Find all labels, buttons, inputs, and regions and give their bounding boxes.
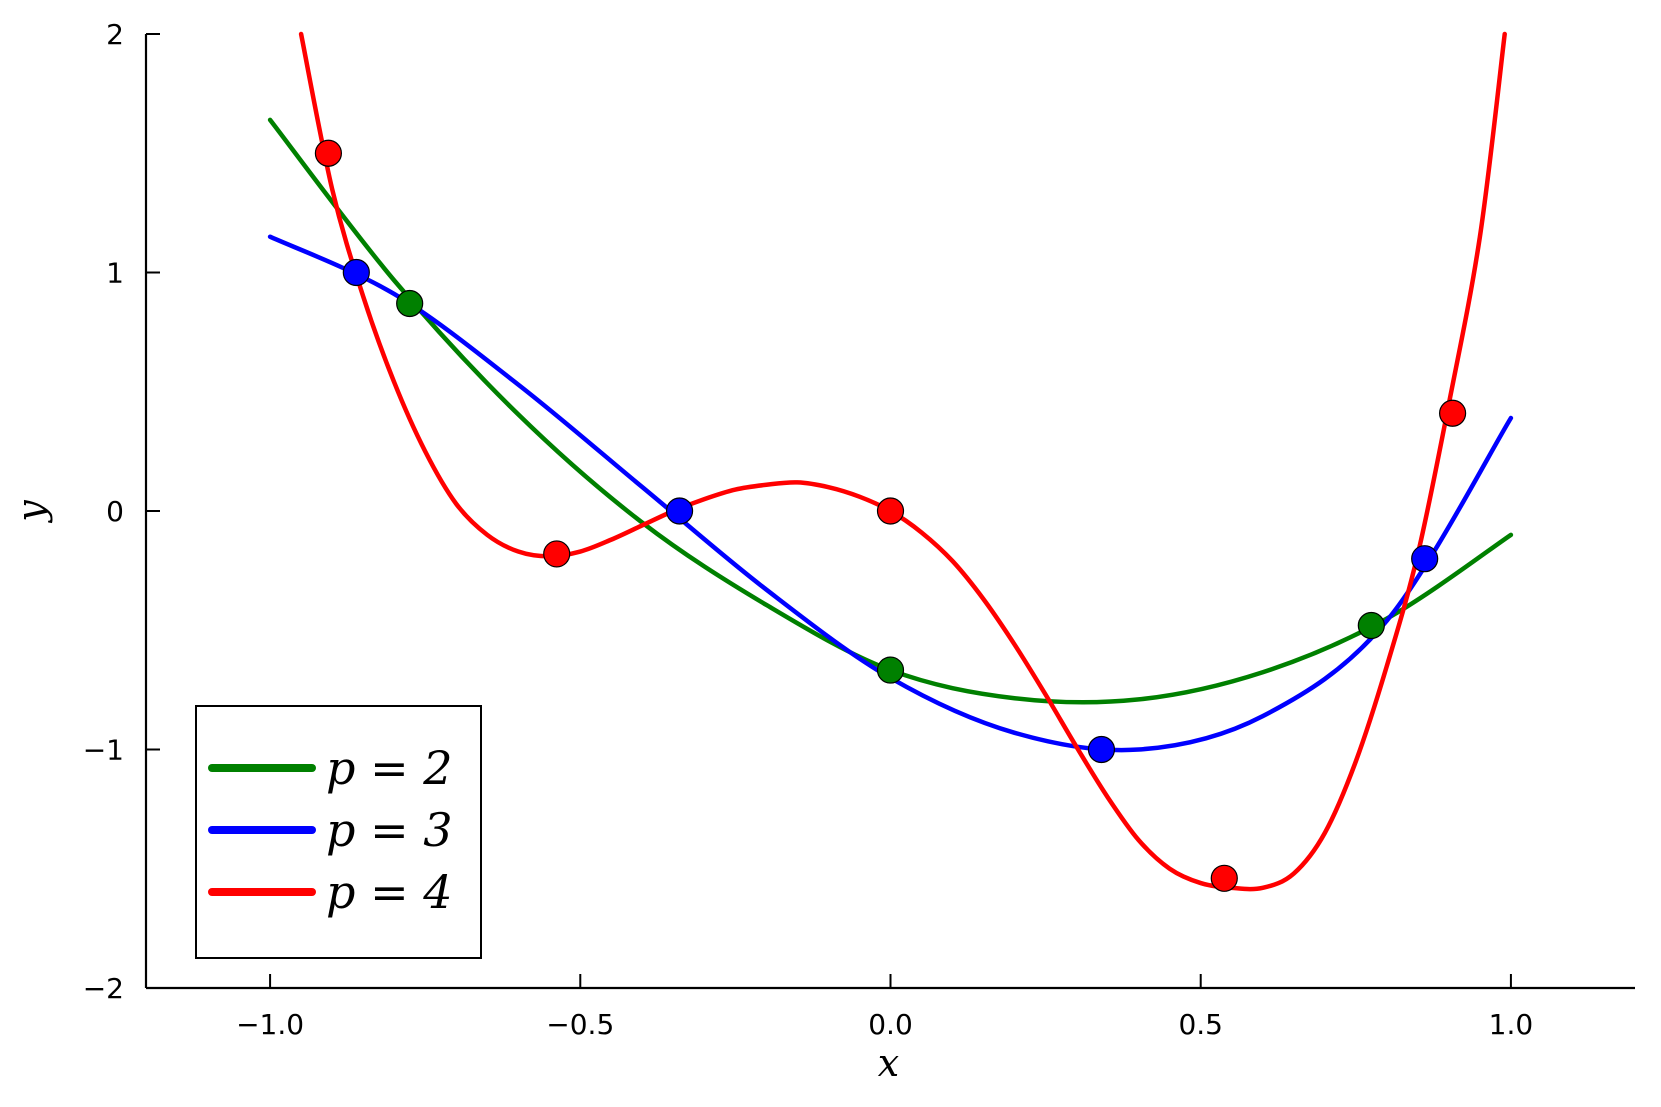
x-axis-title: x bbox=[878, 1041, 899, 1085]
data-point bbox=[543, 540, 571, 568]
y-tick-label: 0 bbox=[106, 495, 124, 528]
legend-label: p = 2 bbox=[326, 741, 453, 795]
data-point bbox=[1087, 735, 1116, 764]
y-tick-label: −1 bbox=[83, 734, 124, 767]
data-point bbox=[314, 139, 343, 167]
data-point bbox=[876, 497, 905, 525]
legend: p = 2 p = 3 p = 4 bbox=[195, 705, 482, 959]
series-line-4 bbox=[298, 31, 1507, 892]
x-tick-label: 0.0 bbox=[868, 1008, 913, 1041]
data-point bbox=[1438, 399, 1467, 427]
x-tick-label: 0.5 bbox=[1178, 1008, 1223, 1041]
data-point bbox=[665, 497, 694, 525]
x-tick-label: −1.0 bbox=[236, 1008, 304, 1041]
y-axis-title: y bbox=[9, 500, 53, 524]
points-layer bbox=[314, 139, 1467, 892]
data-point bbox=[396, 289, 424, 318]
legend-label: p = 4 bbox=[326, 865, 453, 919]
data-point bbox=[1411, 545, 1439, 573]
data-point bbox=[1357, 611, 1385, 640]
series-line-2 bbox=[267, 117, 1514, 705]
x-tick-label: −0.5 bbox=[546, 1008, 614, 1041]
x-tick-label: 1.0 bbox=[1489, 1008, 1534, 1041]
data-point bbox=[876, 656, 905, 684]
y-tick-label: −2 bbox=[83, 972, 124, 1005]
y-tick-label: 2 bbox=[106, 18, 124, 51]
axes-layer: −1.0 −0.5 0.0 0.5 1.0 −2 −1 0 1 2 x y bbox=[9, 18, 1635, 1085]
data-point bbox=[342, 258, 370, 287]
legend-label: p = 3 bbox=[326, 803, 453, 857]
data-point bbox=[1210, 864, 1238, 892]
y-tick-label: 1 bbox=[106, 257, 124, 290]
